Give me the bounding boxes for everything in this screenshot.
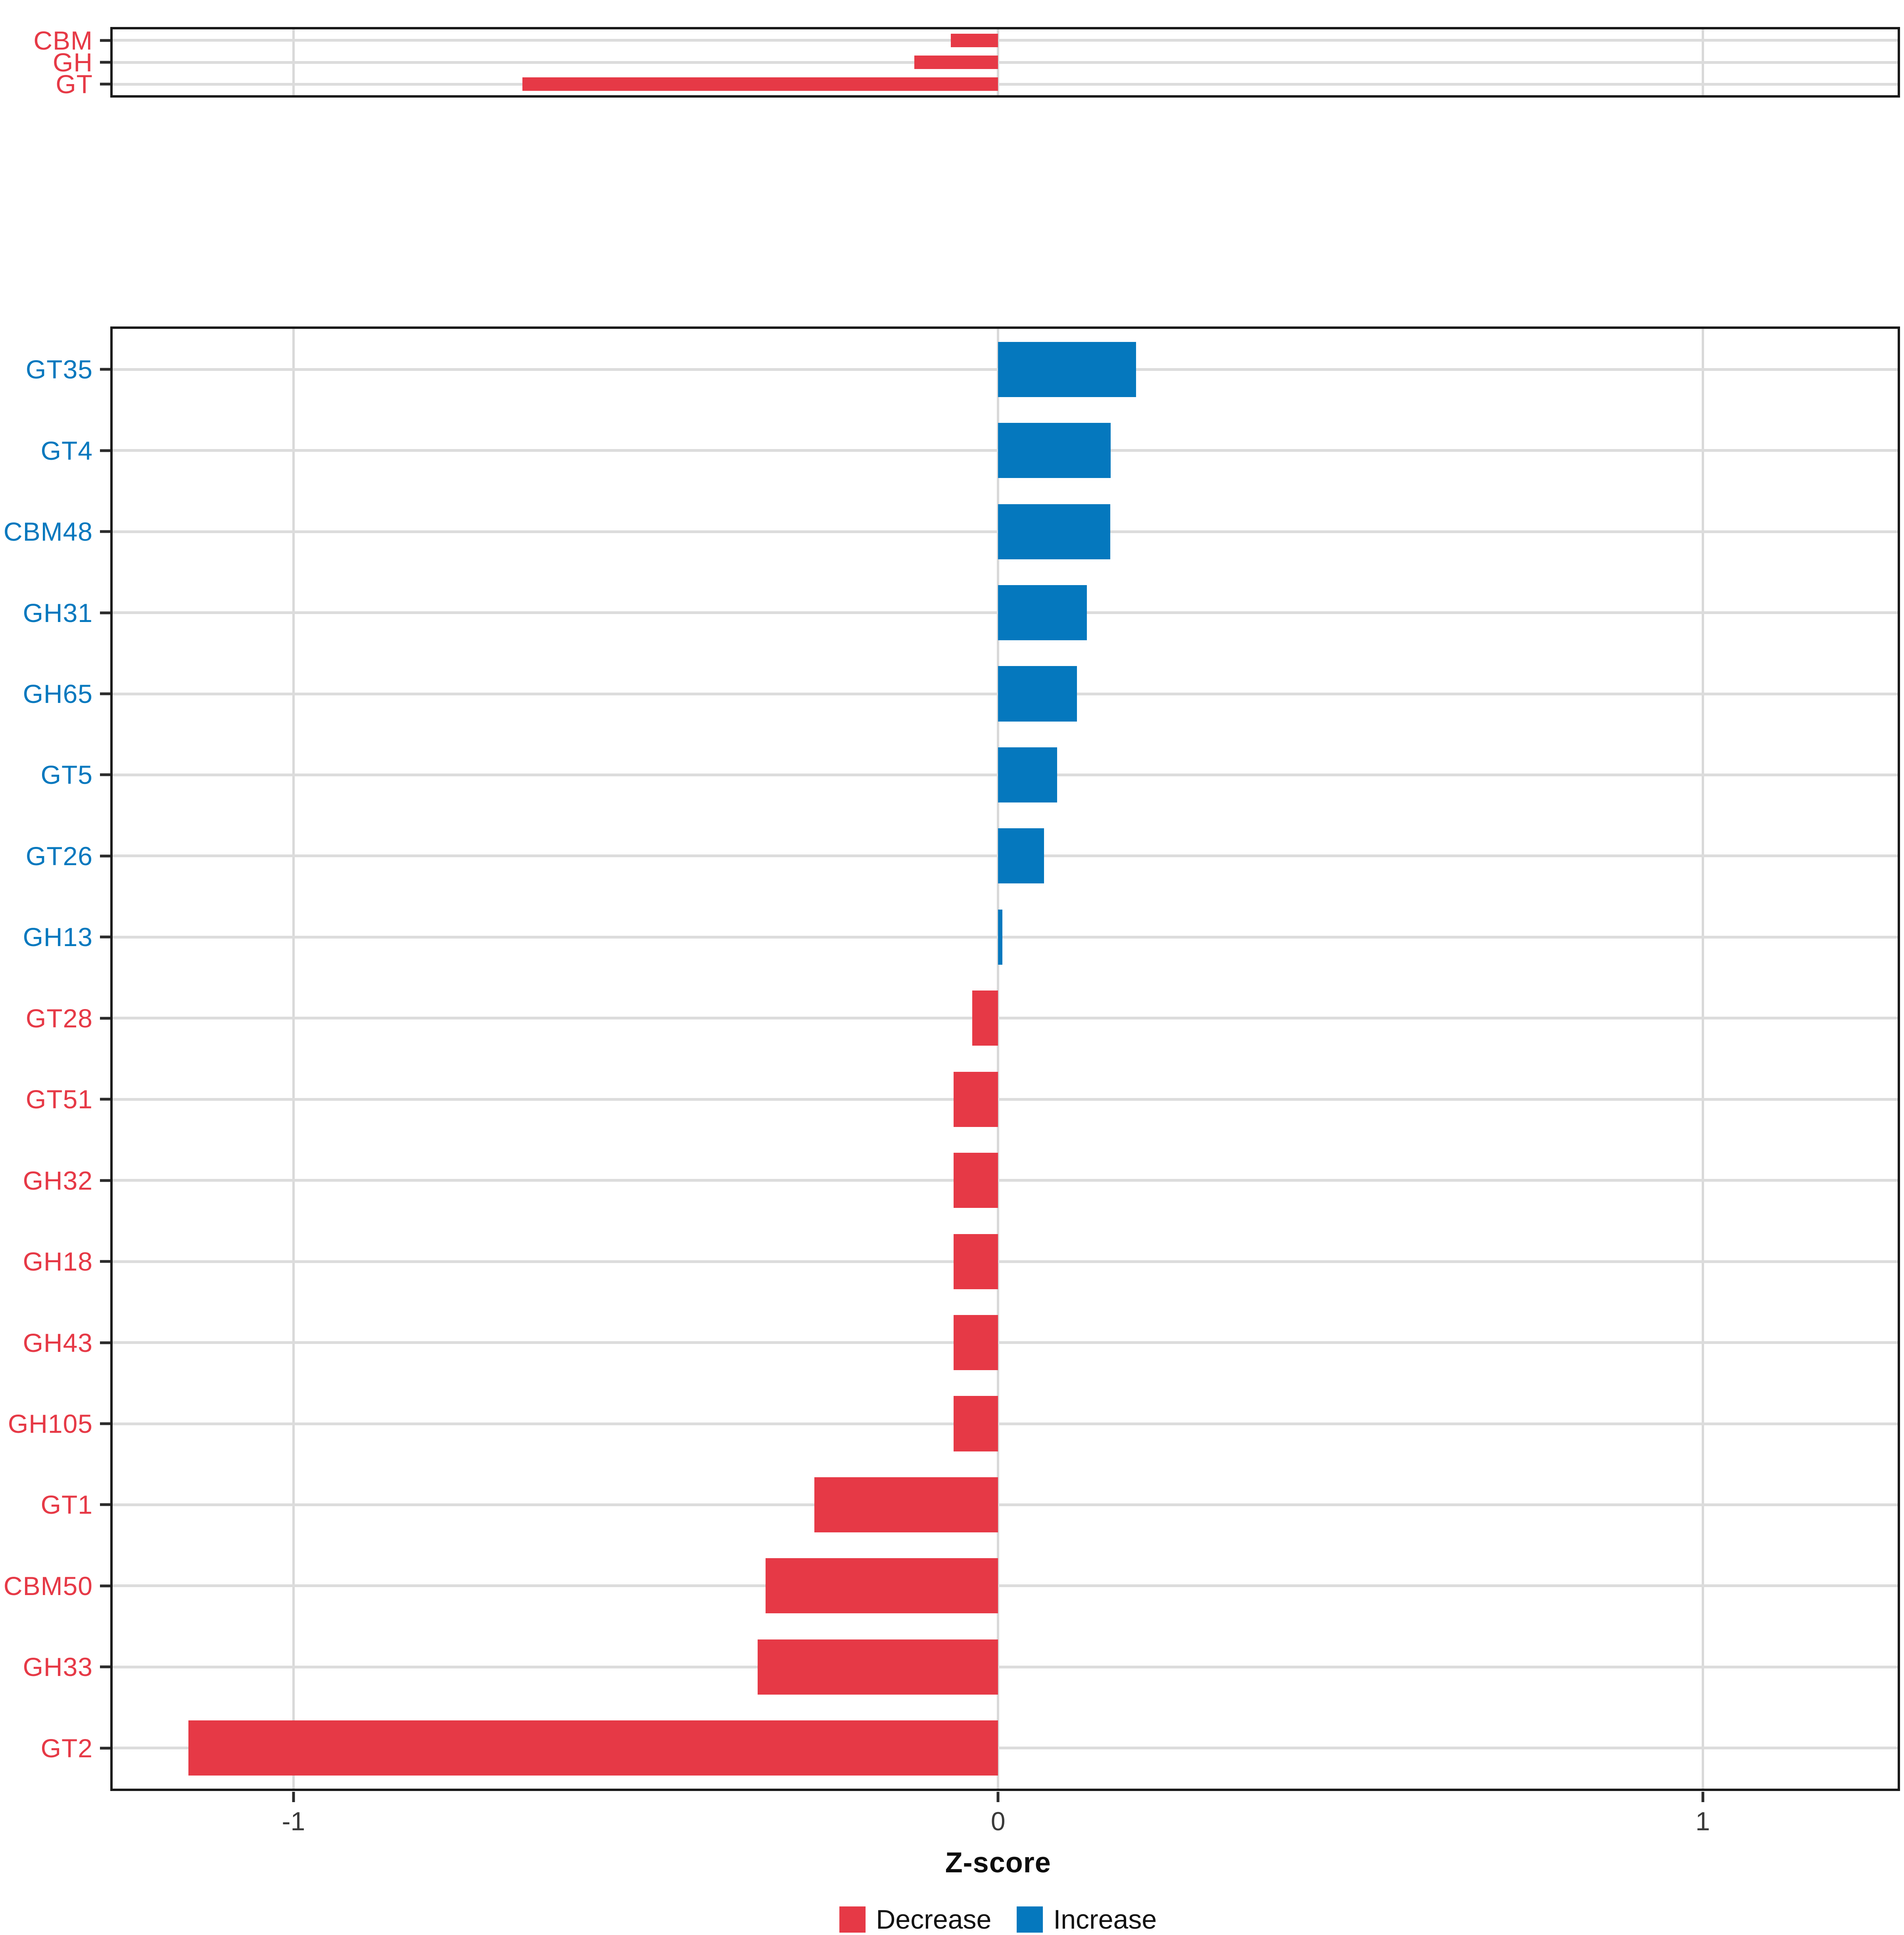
gridline-horizontal [113, 935, 1898, 939]
bar-GH13 [998, 909, 1002, 965]
y-tick-GT26 [100, 854, 110, 858]
y-axis-label-CBM: CBM [33, 25, 93, 55]
bar-GH43 [954, 1315, 998, 1371]
gridline-horizontal [113, 61, 1898, 64]
bar-CBM48 [998, 504, 1110, 559]
y-axis-label-GT1: GT1 [40, 1490, 93, 1520]
y-axis-label-GH13: GH13 [23, 922, 93, 952]
bar-GT51 [954, 1071, 998, 1127]
bar-GT2 [188, 1720, 998, 1776]
gridline-horizontal [113, 1665, 1898, 1668]
y-axis-label-GT2: GT2 [40, 1733, 93, 1763]
gridline-horizontal [113, 1422, 1898, 1425]
gridline-vertical-0 [997, 329, 1000, 1789]
y-axis-label-GH105: GH105 [8, 1409, 93, 1438]
y-axis-label-GH32: GH32 [23, 1165, 93, 1195]
y-tick-GT51 [100, 1098, 110, 1101]
cazy-class-panel [110, 27, 1900, 98]
legend: Decrease Increase [839, 1904, 1157, 1935]
x-axis-tick-label-1: 1 [1695, 1806, 1710, 1836]
gridline-horizontal [113, 83, 1898, 86]
bar-CBM50 [766, 1558, 998, 1614]
gridline-horizontal [113, 1341, 1898, 1344]
y-tick-GT28 [100, 1017, 110, 1020]
gridline-horizontal [113, 1747, 1898, 1750]
bar-GT4 [998, 423, 1111, 478]
gridline-horizontal [113, 1098, 1898, 1101]
bar-GH18 [954, 1234, 998, 1289]
y-tick-CBM50 [100, 1584, 110, 1588]
y-axis-label-GH43: GH43 [23, 1328, 93, 1357]
gridline-horizontal [113, 39, 1898, 42]
bar-GH105 [954, 1396, 998, 1451]
legend-label-increase: Increase [1053, 1904, 1157, 1935]
cazy-family-panel [110, 326, 1900, 1791]
x-tick-0 [996, 1792, 1000, 1802]
y-tick-GH43 [100, 1341, 110, 1344]
y-tick-GH65 [100, 692, 110, 695]
x-axis-tick-label--1: -1 [282, 1806, 305, 1836]
y-tick-CBM48 [100, 530, 110, 533]
bar-GT1 [814, 1477, 998, 1532]
y-tick-GT2 [100, 1747, 110, 1750]
gridline-vertical-1 [1701, 329, 1704, 1789]
y-axis-label-GT5: GT5 [40, 760, 93, 790]
x-tick-1 [1701, 1792, 1704, 1802]
y-axis-label-GH: GH [53, 48, 93, 77]
bar-GH [914, 55, 998, 69]
legend-swatch-decrease [839, 1906, 866, 1933]
gridline-vertical--1 [292, 329, 295, 1789]
y-tick-GT4 [100, 449, 110, 452]
y-tick-GH32 [100, 1179, 110, 1182]
y-tick-GT1 [100, 1503, 110, 1506]
y-tick-GH105 [100, 1422, 110, 1425]
bar-GT28 [972, 991, 998, 1046]
y-axis-label-GH33: GH33 [23, 1652, 93, 1682]
gridline-horizontal [113, 1503, 1898, 1506]
y-axis-label-GT28: GT28 [25, 1003, 93, 1033]
bar-GT26 [998, 828, 1044, 884]
y-tick-CBM [100, 39, 110, 42]
bar-GT35 [998, 342, 1136, 397]
y-axis-label-GT35: GT35 [25, 355, 93, 384]
y-tick-GH [100, 61, 110, 64]
legend-label-decrease: Decrease [876, 1904, 992, 1935]
gridline-horizontal [113, 1017, 1898, 1020]
gridline-horizontal [113, 1584, 1898, 1588]
y-tick-GT5 [100, 773, 110, 776]
y-axis-label-CBM48: CBM48 [3, 517, 93, 547]
y-axis-label-GH31: GH31 [23, 598, 93, 628]
gridline-horizontal [113, 1260, 1898, 1263]
y-axis-label-GH65: GH65 [23, 679, 93, 708]
y-axis-label-GT51: GT51 [25, 1085, 93, 1114]
y-axis-label-GH18: GH18 [23, 1247, 93, 1277]
x-axis-title: Z-score [945, 1847, 1051, 1879]
legend-item-increase[interactable]: Increase [1017, 1904, 1157, 1935]
bar-CBM [951, 33, 998, 47]
y-tick-GH31 [100, 611, 110, 614]
y-tick-GT35 [100, 368, 110, 371]
y-tick-GH18 [100, 1260, 110, 1263]
y-tick-GH33 [100, 1665, 110, 1668]
legend-swatch-increase [1017, 1906, 1043, 1933]
x-tick--1 [292, 1792, 295, 1802]
x-axis-tick-label-0: 0 [990, 1806, 1006, 1836]
y-axis-label-GT4: GT4 [40, 436, 93, 465]
y-tick-GH13 [100, 935, 110, 939]
bar-GH32 [954, 1153, 998, 1208]
gridline-horizontal [113, 1179, 1898, 1182]
bar-GT [522, 77, 998, 91]
y-axis-label-CBM50: CBM50 [3, 1571, 93, 1601]
bar-GH65 [998, 666, 1077, 722]
legend-item-decrease[interactable]: Decrease [839, 1904, 991, 1935]
y-axis-label-GT26: GT26 [25, 841, 93, 871]
y-tick-GT [100, 83, 110, 86]
y-axis-label-GT: GT [56, 69, 93, 99]
bar-GH33 [758, 1639, 998, 1695]
bar-GT5 [998, 747, 1058, 802]
bar-GH31 [998, 585, 1087, 641]
